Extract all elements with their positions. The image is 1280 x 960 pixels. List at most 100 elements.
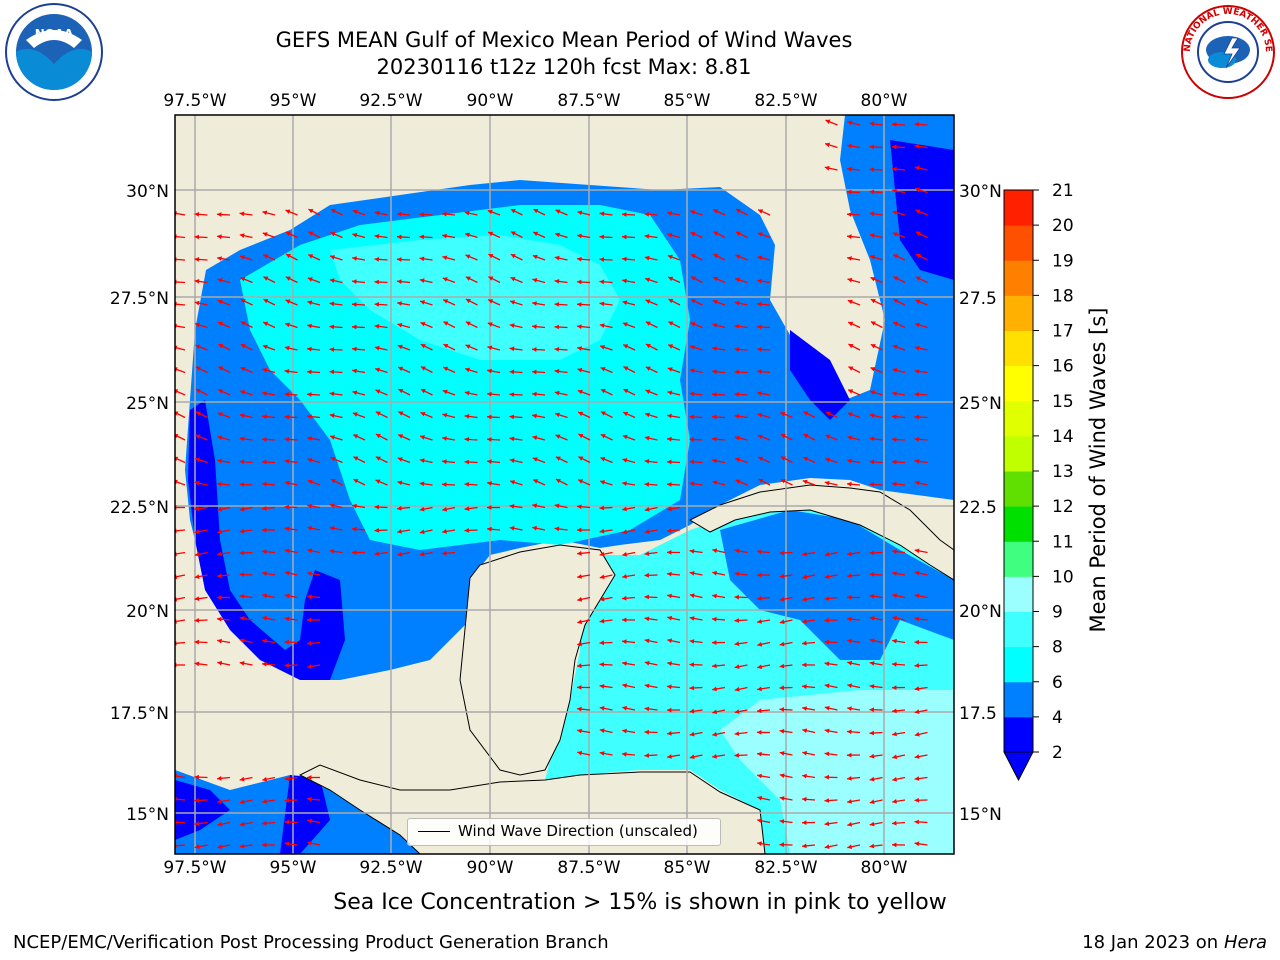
wave-arrow-head [465, 232, 470, 238]
wave-arrow-head [217, 616, 222, 622]
wave-arrow-head [487, 391, 492, 397]
wave-arrow-head [284, 526, 290, 532]
lon-tick-top: 92.5°W [359, 91, 422, 111]
wave-arrow-head [465, 321, 471, 326]
wave-arrow-head [577, 302, 582, 307]
wave-arrow-head [690, 322, 696, 327]
wave-arrow-head [914, 369, 920, 374]
wave-arrow-head [892, 571, 897, 576]
wave-arrow-head [577, 619, 582, 625]
wave-arrow-head [622, 551, 627, 557]
wave-arrow-head [554, 526, 560, 532]
wave-arrow-head [194, 257, 200, 262]
wave-arrow-head [870, 367, 876, 372]
wave-arrow-head [915, 276, 921, 281]
wave-arrow-head [510, 300, 515, 305]
colorbar-segment [1004, 611, 1033, 648]
wave-arrow-head [577, 279, 582, 285]
wave-arrow-head [374, 234, 380, 239]
wave-arrow-head [847, 458, 852, 464]
wave-arrow-head [914, 122, 920, 127]
wave-arrow-head [892, 459, 897, 465]
wave-arrow-head [869, 638, 875, 644]
wave-arrow-head [307, 300, 313, 306]
wave-arrow-head [218, 366, 224, 371]
wave-arrow-head [509, 346, 515, 352]
lon-tick-bottom: 85°W [664, 858, 711, 878]
wind-wave-arrows [175, 119, 928, 850]
wave-arrow-head [847, 660, 853, 666]
wave-arrow-head [555, 434, 561, 439]
wave-arrow-head [914, 548, 920, 554]
wave-arrow-head [397, 551, 403, 557]
wave-arrow-head [869, 776, 875, 782]
wave-arrow-head [757, 818, 762, 824]
wave-arrow-head [622, 728, 627, 734]
wave-arrow-head [217, 506, 223, 512]
wave-arrow-head [419, 529, 425, 535]
wave-arrow-head [869, 189, 875, 195]
wave-arrow-head [532, 525, 537, 531]
wave-arrow-head [532, 391, 537, 397]
wave-arrow-head [803, 434, 809, 439]
wave-arrow-head [330, 435, 335, 440]
wave-arrow-head [194, 480, 200, 486]
wave-arrow-head [667, 638, 672, 644]
wave-arrow-head [779, 550, 784, 556]
wave-arrow-head [690, 276, 696, 281]
wave-arrow-head [240, 390, 245, 395]
wave-arrow-head [869, 233, 875, 238]
wave-arrow-head [488, 276, 494, 281]
wave-arrow-head [758, 209, 764, 214]
wave-arrow-head [509, 323, 515, 328]
wave-arrow-head [217, 458, 222, 464]
wave-arrow-head [892, 638, 897, 644]
wave-arrow-head [262, 527, 267, 533]
wave-arrow-head [510, 209, 516, 214]
wave-arrow-head [352, 503, 357, 509]
colorbar-tick-label: 16 [1052, 357, 1074, 377]
wave-arrow-head [509, 392, 514, 397]
wave-arrow-head [419, 234, 425, 240]
wave-arrow-head [600, 457, 606, 462]
wave-arrow-head [239, 528, 245, 534]
wave-arrow-head [420, 366, 426, 371]
wave-arrow-head [802, 551, 807, 557]
wave-arrow-head [712, 414, 717, 420]
wave-arrow-head [284, 504, 289, 510]
colorbar-segment [1004, 435, 1033, 472]
wave-arrow-head [622, 751, 627, 757]
wave-arrow-head [847, 412, 853, 417]
wave-arrow-head [329, 278, 335, 283]
wave-arrow-head [488, 299, 494, 304]
wave-arrow-head [847, 256, 852, 261]
wave-arrow-head [217, 551, 222, 557]
wave-arrow-head [645, 389, 651, 394]
colorbar-tick-label: 11 [1052, 532, 1074, 552]
wave-arrow-head [622, 661, 627, 666]
wave-arrow-head [915, 187, 921, 193]
wave-arrow-head [307, 414, 312, 419]
wave-arrow-head [195, 322, 200, 328]
wave-arrow-head [892, 754, 898, 760]
wave-arrow-head [352, 302, 357, 307]
wave-arrow-head [577, 685, 582, 690]
wave-arrow-head [464, 437, 470, 442]
wave-arrow-head [667, 482, 672, 487]
wave-arrow-head [622, 705, 627, 711]
wave-arrow-head [487, 209, 493, 215]
wave-arrow-head [285, 209, 291, 214]
wave-arrow-head [307, 594, 312, 600]
wave-arrow-head [915, 254, 921, 259]
wave-arrow-head [848, 366, 854, 371]
wave-arrow-head [509, 369, 515, 375]
wave-arrow-head [262, 481, 267, 487]
wave-arrow-head [915, 209, 921, 214]
wave-arrow-head [352, 209, 358, 215]
wave-arrow-head [892, 661, 897, 667]
wave-arrow-head [577, 550, 582, 556]
colorbar-segment [1004, 576, 1033, 613]
footer-date: 18 Jan 2023 on Hera [1082, 932, 1267, 953]
wave-arrow-head [869, 482, 874, 487]
wave-arrow-head [599, 279, 605, 285]
